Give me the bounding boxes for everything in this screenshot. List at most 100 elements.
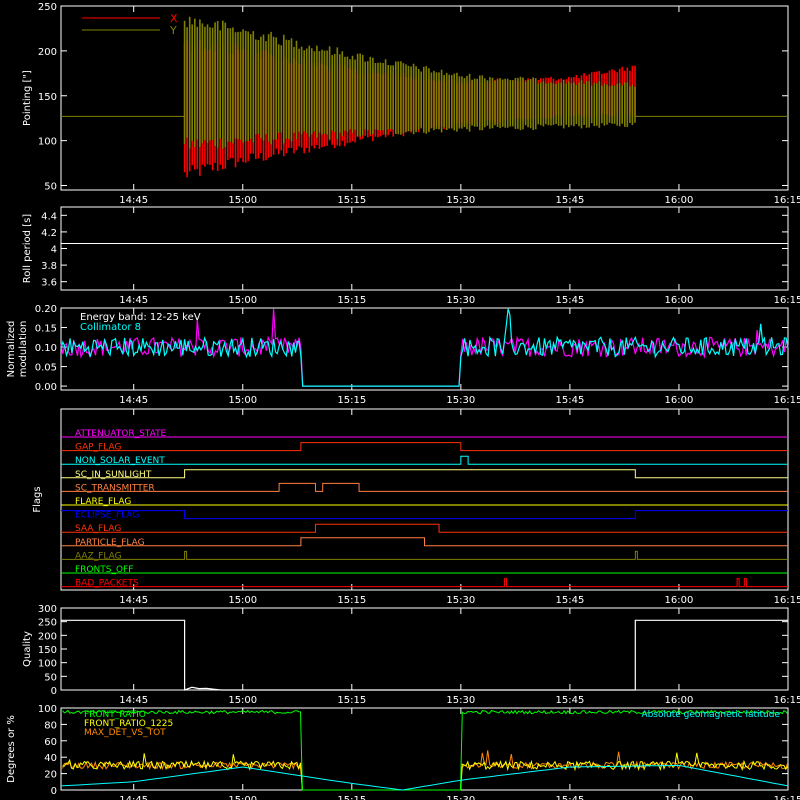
y-tick-label: 50 (44, 182, 57, 193)
y-tick-label: 0.05 (35, 363, 57, 374)
x-tick-label: 15:00 (228, 595, 257, 606)
y-axis-label: modulation (18, 321, 29, 378)
x-tick-label: 14:45 (119, 395, 148, 406)
x-tick-label: 16:00 (665, 395, 694, 406)
x-tick-label: 15:30 (446, 395, 475, 406)
panel-quality: 14:45 15:00 15:15 15:30 15:45 16:00 16:15 0 50 10… (22, 604, 800, 706)
x-tick-label: 14:45 (119, 695, 148, 706)
flag-label: FRONTS_OFF (75, 565, 133, 575)
y-tick-label: 4.2 (41, 228, 57, 239)
x-tick-label: 15:45 (555, 295, 584, 306)
x-tick-label: 15:45 (555, 395, 584, 406)
x-tick-label: 16:00 (665, 295, 694, 306)
y-tick-label: 40 (44, 753, 57, 764)
legend-label: Energy band: 12-25 keV (80, 312, 201, 323)
legend-label: X (170, 12, 178, 25)
y-tick-label: 150 (38, 645, 57, 656)
flag-label: SC_TRANSMITTER (75, 483, 155, 493)
x-tick-label: 14:45 (119, 795, 148, 800)
panel-frame (60, 5, 789, 191)
y-tick-label: 0.15 (35, 324, 57, 335)
y-tick-label: 0 (51, 786, 57, 797)
x-tick-label: 14:45 (119, 195, 148, 206)
x-tick-label: 15:15 (337, 595, 366, 606)
series-x (183, 39, 636, 178)
series-quality (61, 619, 788, 691)
x-tick-label: 15:00 (228, 395, 257, 406)
y-tick-label: 100 (38, 659, 57, 670)
series-front_ratio (62, 709, 788, 791)
series-y (183, 16, 636, 149)
flag-label: NON_SOLAR_EVENT (75, 456, 165, 466)
x-tick-label: 15:15 (337, 195, 366, 206)
flag-label: SC_IN_SUNLIGHT (75, 470, 152, 480)
y-axis-label: Quality (22, 631, 33, 667)
x-tick-label: 15:30 (446, 195, 475, 206)
flag-line (61, 578, 788, 588)
x-tick-label: 14:45 (119, 295, 148, 306)
flag-line (61, 510, 788, 520)
x-tick-label: 15:00 (228, 295, 257, 306)
x-tick-label: 15:45 (555, 695, 584, 706)
x-tick-label: 15:15 (337, 395, 366, 406)
x-tick-label: 16:00 (665, 795, 694, 800)
legend-label: MAX_DET_VS_TOT (84, 728, 166, 738)
y-axis-label: Roll period [s] (22, 214, 33, 283)
y-tick-label: 80 (44, 720, 57, 731)
series-latitude (60, 764, 789, 791)
flag-label: ATTENUATOR_STATE (75, 429, 167, 439)
x-tick-label: 15:45 (555, 595, 584, 606)
x-tick-label: 15:45 (555, 795, 584, 800)
panel-frame (60, 408, 789, 591)
x-tick-label: 14:45 (119, 595, 148, 606)
y-tick-label: 100 (38, 137, 57, 148)
x-tick-label: 16:15 (774, 695, 800, 706)
x-tick-label: 16:00 (665, 695, 694, 706)
x-tick-label: 15:00 (228, 795, 257, 800)
y-tick-label: 100 (38, 704, 57, 715)
flag-line (61, 537, 788, 547)
y-tick-label: 4 (51, 245, 57, 256)
flag-label: BAD_PACKETS (75, 579, 139, 589)
legend-label: Y (169, 24, 177, 37)
y-tick-label: 200 (38, 631, 57, 642)
x-tick-label: 15:00 (228, 695, 257, 706)
y-tick-label: 300 (38, 604, 57, 615)
x-tick-label: 15:15 (337, 695, 366, 706)
flag-label: ECLIPSE_FLAG (75, 511, 139, 521)
x-tick-label: 15:15 (337, 295, 366, 306)
y-tick-label: 50 (44, 672, 57, 683)
y-axis-label: Degrees or % (6, 715, 17, 783)
flag-line (61, 482, 788, 492)
flag-label: FLARE_FLAG (75, 497, 131, 507)
flag-label: AAZ_FLAG (75, 551, 122, 561)
x-tick-label: 16:00 (665, 595, 694, 606)
y-tick-label: 150 (38, 92, 57, 103)
y-tick-label: 0 (51, 686, 57, 697)
y-tick-label: 0.20 (35, 304, 57, 315)
legend-label: FRONT_RATIO (84, 710, 146, 720)
x-tick-label: 16:15 (774, 395, 800, 406)
panel-flags: 14:45 15:00 15:15 15:30 15:45 16:00 16:15 Flags… (32, 408, 800, 606)
flag-line (61, 469, 788, 479)
panel-degrees: 14:45 15:00 15:15 15:30 15:45 16:00 16:15 0 20 40… (6, 704, 800, 800)
y-axis-label: Flags (32, 486, 43, 512)
flag-line (61, 523, 788, 533)
y-tick-label: 3.8 (41, 261, 57, 272)
y-axis-label: Pointing ["] (22, 70, 33, 126)
x-tick-label: 15:30 (446, 795, 475, 800)
flag-line (61, 442, 788, 452)
y-tick-label: 3.6 (41, 278, 57, 289)
x-tick-label: 16:00 (665, 195, 694, 206)
x-tick-label: 16:15 (774, 195, 800, 206)
panel-frame (60, 206, 789, 291)
flag-line (61, 455, 788, 465)
y-tick-label: 0.10 (35, 343, 57, 354)
y-tick-label: 20 (44, 770, 57, 781)
flag-label: SAA_FLAG (75, 524, 121, 534)
flag-line (61, 550, 788, 560)
x-tick-label: 16:15 (774, 795, 800, 800)
flag-label: PARTICLE_FLAG (75, 538, 145, 548)
panel-pointing: 14:45 15:00 15:15 15:30 15:45 16:00 16:15 50 100… (22, 2, 800, 206)
